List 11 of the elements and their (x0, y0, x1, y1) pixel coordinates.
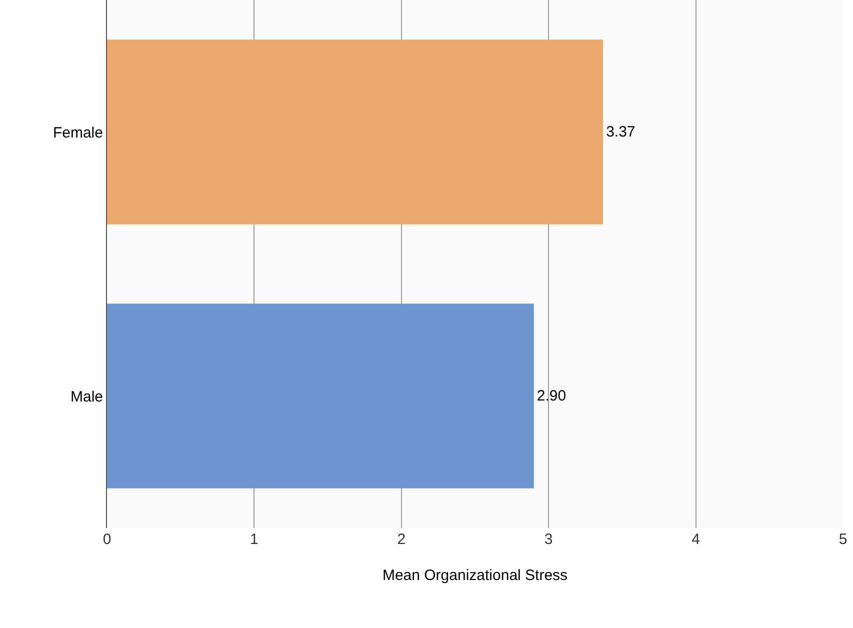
x-tick-label: 3 (544, 531, 553, 548)
x-tick-label: 2 (397, 531, 406, 548)
x-tick-label: 0 (102, 531, 112, 548)
y-tick-label: Male (70, 388, 103, 406)
x-axis-title: Mean Organizational Stress (382, 567, 568, 584)
y-tick-label: Female (52, 124, 103, 142)
data-label: 2.90 (536, 388, 566, 404)
x-tick-label: 4 (692, 531, 700, 548)
x-tick-label: 5 (838, 531, 848, 548)
x-tick-label: 1 (250, 531, 258, 548)
data-label: 3.37 (606, 124, 636, 140)
